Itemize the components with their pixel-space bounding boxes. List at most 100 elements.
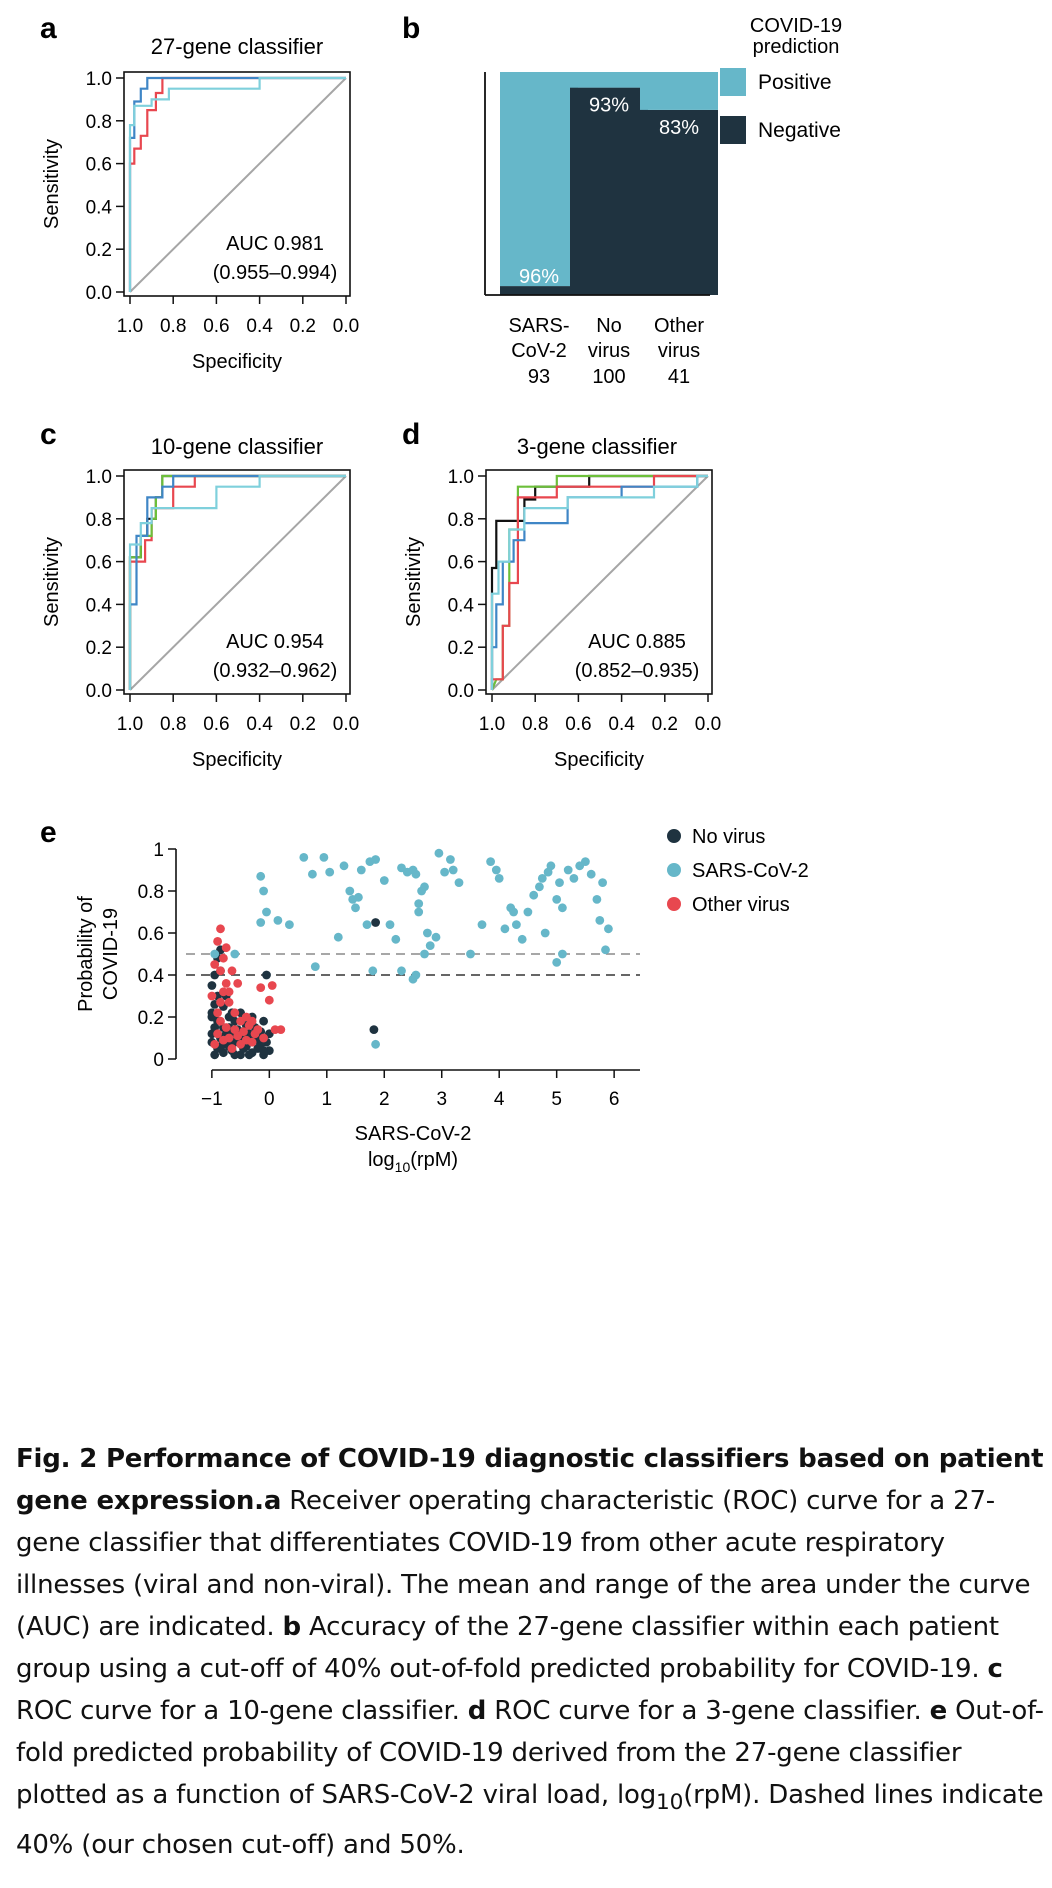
caption-b-letter: b — [282, 1612, 302, 1642]
x-tick-label: 6 — [609, 1089, 620, 1110]
point-sars-cov-2 — [368, 966, 378, 976]
x-tick-label: 1.0 — [479, 714, 505, 735]
x-tick-label: −1 — [201, 1089, 223, 1110]
point-sars-cov-2 — [414, 899, 424, 908]
point-other-virus — [221, 943, 231, 953]
x-tick-label: 0.0 — [333, 714, 359, 735]
bar-negative — [500, 286, 578, 295]
category-n: 41 — [668, 366, 690, 388]
point-sars-cov-2 — [563, 865, 573, 875]
point-sars-cov-2 — [379, 876, 389, 885]
point-sars-cov-2 — [371, 1039, 380, 1049]
point-other-virus — [276, 1025, 286, 1034]
y-axis-label: Sensitivity — [403, 537, 425, 627]
point-other-virus — [230, 1008, 240, 1018]
point-other-virus — [207, 991, 217, 1001]
y-tick-label: 0.4 — [448, 595, 475, 616]
auc-value: AUC 0.885 — [588, 631, 686, 653]
point-sars-cov-2 — [440, 867, 449, 877]
point-sars-cov-2 — [425, 941, 435, 950]
x-tick-label: 0.8 — [522, 714, 548, 735]
x-tick-label: 1.0 — [117, 316, 143, 337]
roc-curve-4 — [128, 474, 346, 690]
caption-d-letter: d — [467, 1696, 487, 1726]
x-axis-label: Specificity — [192, 749, 282, 771]
point-sars-cov-2 — [333, 932, 343, 942]
point-sars-cov-2 — [537, 874, 547, 883]
y-tick-label: 0.0 — [86, 283, 112, 304]
point-sars-cov-2 — [411, 869, 421, 879]
point-sars-cov-2 — [434, 848, 444, 858]
point-sars-cov-2 — [523, 907, 533, 917]
x-tick-label: 1 — [322, 1089, 333, 1110]
y-tick-label: 0.8 — [448, 510, 474, 531]
x-tick-label: 0.2 — [290, 316, 316, 337]
y-tick-label: 0.6 — [86, 155, 112, 176]
y-tick-label: 0.2 — [86, 638, 112, 659]
roc-curve-5 — [128, 474, 346, 690]
x-tick-label: 1.0 — [117, 714, 143, 735]
x-tick-label: 5 — [551, 1089, 562, 1110]
point-other-virus — [239, 1027, 248, 1037]
point-sars-cov-2 — [397, 966, 406, 976]
point-sars-cov-2 — [420, 882, 429, 892]
point-sars-cov-2 — [325, 867, 335, 877]
point-sars-cov-2 — [509, 907, 518, 917]
point-no-virus — [244, 1050, 254, 1060]
point-other-virus — [227, 1044, 237, 1053]
auc-value: AUC 0.981 — [226, 233, 324, 255]
point-sars-cov-2 — [540, 928, 550, 938]
caption-c-letter: c — [987, 1654, 1003, 1684]
point-other-virus — [216, 997, 225, 1007]
legend-swatch-positive — [720, 68, 746, 96]
x-axis-unit-log: log — [368, 1149, 395, 1171]
point-sars-cov-2 — [411, 970, 421, 980]
point-other-virus — [247, 1037, 257, 1047]
chance-diagonal — [491, 475, 709, 691]
x-tick-label: 0.2 — [652, 714, 678, 735]
auc-range: (0.932–0.962) — [213, 660, 338, 682]
point-sars-cov-2 — [310, 962, 320, 971]
point-sars-cov-2 — [319, 853, 329, 862]
x-tick-label: 3 — [436, 1089, 447, 1110]
panel-b-bar: b 96% SARS- CoV-2 93 93% No virus 100 83% Other vir… — [402, 12, 842, 388]
y-tick-label: 0.6 — [86, 553, 112, 574]
point-sars-cov-2 — [431, 932, 441, 942]
chance-diagonal — [129, 77, 347, 293]
bar-percent-label: 83% — [659, 117, 699, 139]
plot-frame — [123, 469, 351, 695]
x-axis-label: Specificity — [554, 749, 644, 771]
chart-title: 3-gene classifier — [517, 434, 677, 459]
point-sars-cov-2 — [535, 882, 544, 892]
point-sars-cov-2 — [448, 865, 458, 875]
bar-negative — [640, 109, 718, 295]
roc-curve-4 — [490, 474, 708, 690]
y-tick-label: 0 — [153, 1050, 164, 1071]
legend-label-negative: Negative — [758, 119, 841, 142]
point-sars-cov-2 — [356, 865, 366, 875]
y-axis-label: Sensitivity — [41, 139, 63, 229]
y-tick-label: 0.8 — [138, 882, 164, 903]
point-no-virus — [259, 1046, 268, 1055]
x-tick-label: 0.8 — [160, 714, 186, 735]
figure-canvas: a 27-gene classifier 0.0 0.2 0.4 0.6 0.8 1.0 1.0… — [40, 12, 842, 1175]
panel-a-roc: a 27-gene classifier 0.0 0.2 0.4 0.6 0.8 1.0 1.0… — [40, 12, 359, 373]
x-axis-unit-sub: 10 — [395, 1159, 411, 1175]
point-sars-cov-2 — [339, 861, 349, 871]
point-no-virus — [259, 1016, 268, 1026]
x-axis-label: Specificity — [192, 351, 282, 373]
panel-letter: d — [402, 418, 420, 451]
category-label-line2: virus — [588, 340, 630, 362]
bar-positive — [500, 72, 578, 287]
point-other-virus — [259, 1033, 268, 1043]
point-sars-cov-2 — [362, 920, 372, 929]
y-tick-label: 0.4 — [86, 197, 113, 218]
point-sars-cov-2 — [491, 865, 501, 875]
caption-e-sub: 10 — [656, 1790, 684, 1816]
point-no-virus — [262, 970, 271, 980]
point-sars-cov-2 — [414, 907, 424, 917]
legend-label-positive: Positive — [758, 71, 832, 94]
y-tick-label: 0.8 — [86, 510, 112, 531]
panel-e-scatter: e −1 0 1 2 3 4 5 6 0 0.2 0.4 0.6 0.8 1 SARS-CoV-2 log10(… — [40, 816, 809, 1175]
point-sars-cov-2 — [601, 945, 610, 955]
